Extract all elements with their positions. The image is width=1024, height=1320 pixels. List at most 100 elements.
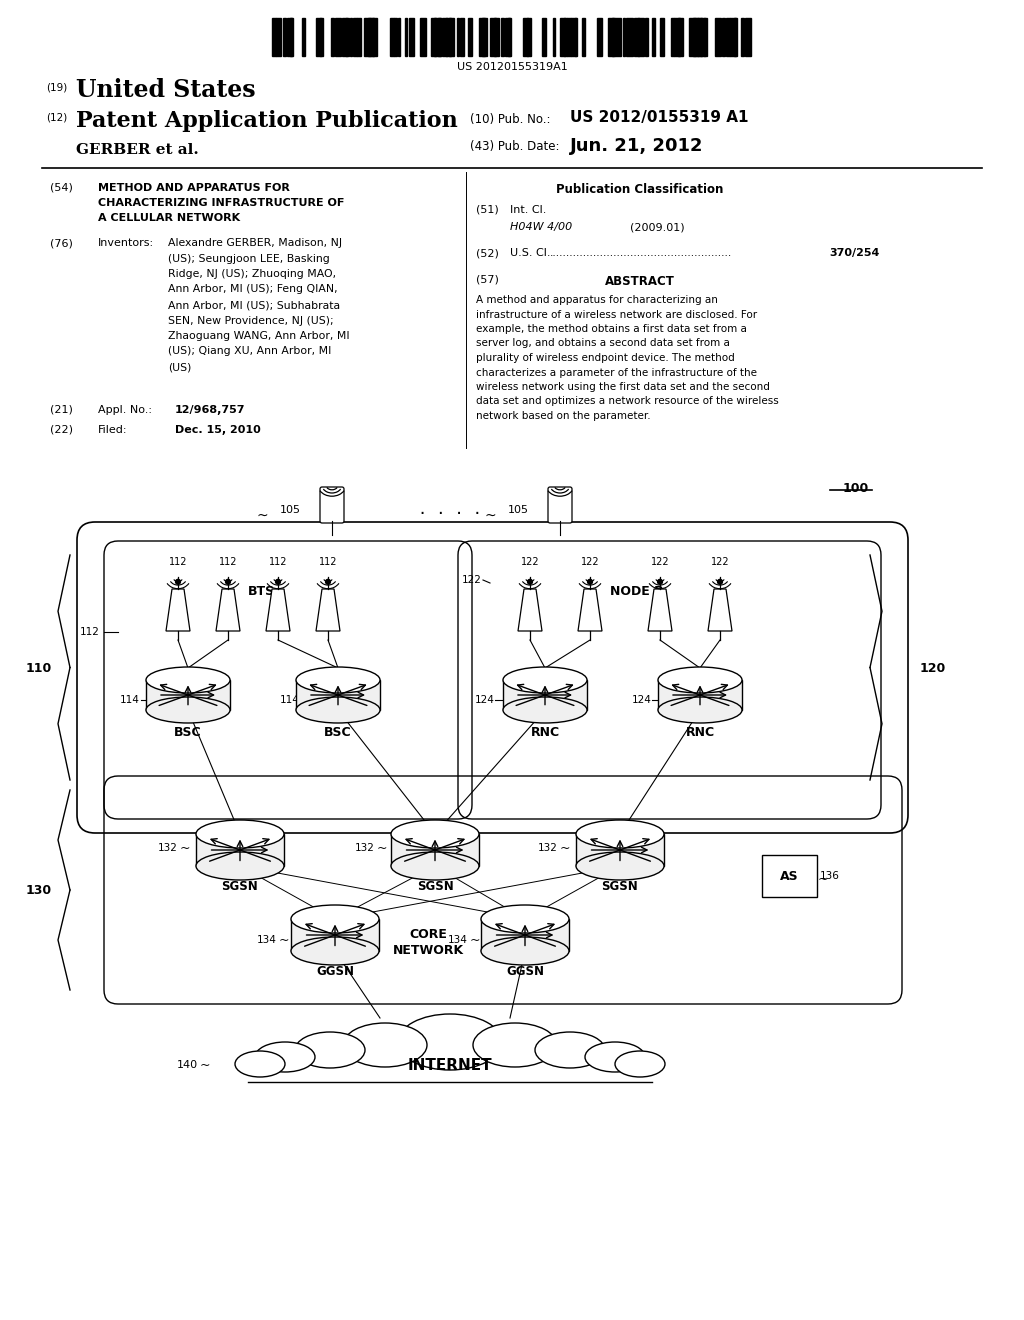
Bar xyxy=(494,18,500,55)
Ellipse shape xyxy=(615,1051,665,1077)
Bar xyxy=(390,18,393,55)
Text: 122: 122 xyxy=(650,557,670,568)
Text: U.S. Cl.: U.S. Cl. xyxy=(510,248,551,257)
Polygon shape xyxy=(166,589,190,631)
Text: (12): (12) xyxy=(46,114,68,123)
Text: 100: 100 xyxy=(843,482,869,495)
Bar xyxy=(723,18,725,55)
Bar xyxy=(353,18,356,55)
Bar xyxy=(438,18,441,55)
Bar xyxy=(291,919,379,950)
Ellipse shape xyxy=(391,820,479,847)
Circle shape xyxy=(225,579,230,585)
Text: . . . .: . . . . xyxy=(418,503,482,517)
Text: A CELLULAR NETWORK: A CELLULAR NETWORK xyxy=(98,213,240,223)
Text: wireless network using the first data set and the second: wireless network using the first data se… xyxy=(476,381,770,392)
Bar xyxy=(638,18,644,55)
Bar xyxy=(372,18,377,55)
Text: Ann Arbor, MI (US); Feng QIAN,: Ann Arbor, MI (US); Feng QIAN, xyxy=(168,285,338,294)
Ellipse shape xyxy=(296,697,380,723)
Text: RNC: RNC xyxy=(685,726,715,739)
Text: 134: 134 xyxy=(449,935,468,945)
Bar xyxy=(671,18,675,55)
Text: AS: AS xyxy=(779,870,799,883)
Bar xyxy=(342,18,347,55)
Bar xyxy=(391,834,479,866)
Text: ~: ~ xyxy=(279,933,290,946)
Text: SGSN: SGSN xyxy=(221,880,258,894)
Text: (21): (21) xyxy=(50,405,73,414)
Bar xyxy=(542,18,547,55)
Bar xyxy=(567,18,571,55)
Text: ~: ~ xyxy=(470,933,480,946)
Ellipse shape xyxy=(291,937,379,965)
Bar xyxy=(627,18,633,55)
Text: Patent Application Publication: Patent Application Publication xyxy=(76,110,458,132)
Bar xyxy=(468,18,472,55)
Polygon shape xyxy=(648,589,672,631)
Text: 105: 105 xyxy=(280,506,301,515)
Bar xyxy=(733,18,737,55)
Bar xyxy=(319,18,324,55)
Text: SEN, New Providence, NJ (US);: SEN, New Providence, NJ (US); xyxy=(168,315,334,326)
Bar xyxy=(571,18,577,55)
Text: ABSTRACT: ABSTRACT xyxy=(605,275,675,288)
Text: US 20120155319A1: US 20120155319A1 xyxy=(457,62,567,73)
Text: 112: 112 xyxy=(219,557,238,568)
Text: 124: 124 xyxy=(475,696,495,705)
Ellipse shape xyxy=(391,851,479,880)
Bar xyxy=(196,834,284,866)
Ellipse shape xyxy=(575,851,664,880)
Bar xyxy=(479,18,485,55)
Bar xyxy=(689,18,695,55)
FancyBboxPatch shape xyxy=(548,487,572,523)
Bar xyxy=(560,18,565,55)
Bar xyxy=(434,18,440,55)
Text: ~: ~ xyxy=(180,842,190,854)
Text: Ridge, NJ (US); Zhuoqing MAO,: Ridge, NJ (US); Zhuoqing MAO, xyxy=(168,269,336,279)
Text: ......................................................: ........................................… xyxy=(550,248,732,257)
Bar xyxy=(146,680,230,710)
Text: 105: 105 xyxy=(508,506,529,515)
Text: A method and apparatus for characterizing an: A method and apparatus for characterizin… xyxy=(476,294,718,305)
Text: Alexandre GERBER, Madison, NJ: Alexandre GERBER, Madison, NJ xyxy=(168,238,342,248)
Ellipse shape xyxy=(585,1041,645,1072)
Bar xyxy=(583,18,585,55)
Circle shape xyxy=(588,579,593,585)
Text: (10) Pub. No.:: (10) Pub. No.: xyxy=(470,114,551,125)
Bar xyxy=(678,18,683,55)
Text: 132: 132 xyxy=(158,843,178,853)
Ellipse shape xyxy=(658,697,742,723)
Circle shape xyxy=(275,579,281,585)
Bar xyxy=(404,18,408,55)
Bar xyxy=(597,18,602,55)
Text: plurality of wireless endpoint device. The method: plurality of wireless endpoint device. T… xyxy=(476,352,735,363)
Bar xyxy=(715,18,722,55)
Text: Zhaoguang WANG, Ann Arbor, MI: Zhaoguang WANG, Ann Arbor, MI xyxy=(168,331,349,341)
Ellipse shape xyxy=(291,906,379,933)
Circle shape xyxy=(718,579,723,585)
Bar xyxy=(431,18,436,55)
Text: 130: 130 xyxy=(26,883,52,896)
Bar xyxy=(420,18,426,55)
Text: 134: 134 xyxy=(257,935,278,945)
Bar xyxy=(368,18,375,55)
Text: GGSN: GGSN xyxy=(316,965,354,978)
Bar xyxy=(741,18,743,55)
Bar xyxy=(481,919,569,950)
Ellipse shape xyxy=(398,1014,502,1071)
Text: network based on the parameter.: network based on the parameter. xyxy=(476,411,650,421)
Bar xyxy=(291,18,293,55)
Bar xyxy=(272,18,275,55)
Text: 114: 114 xyxy=(120,696,140,705)
Bar xyxy=(526,18,530,55)
Text: (54): (54) xyxy=(50,183,73,193)
Text: Jun. 21, 2012: Jun. 21, 2012 xyxy=(570,137,703,154)
Text: 12/968,757: 12/968,757 xyxy=(175,405,246,414)
Text: CORE: CORE xyxy=(409,928,446,941)
Polygon shape xyxy=(578,589,602,631)
Text: (22): (22) xyxy=(50,425,73,436)
Text: example, the method obtains a first data set from a: example, the method obtains a first data… xyxy=(476,323,746,334)
Text: 114: 114 xyxy=(281,696,300,705)
Text: (43) Pub. Date:: (43) Pub. Date: xyxy=(470,140,559,153)
